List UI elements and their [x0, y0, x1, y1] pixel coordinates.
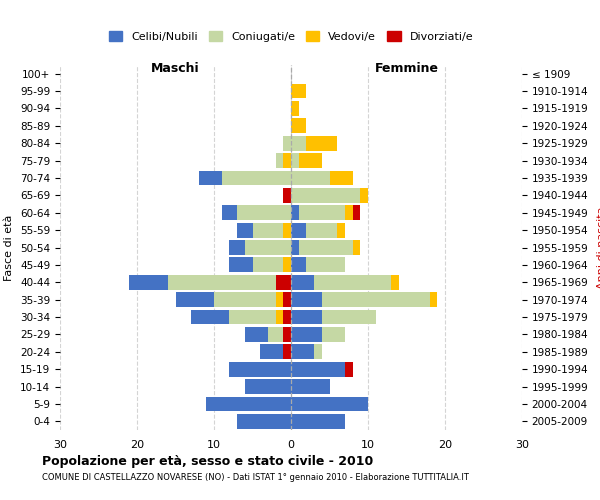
Bar	[245, 240, 291, 255]
Bar	[222, 170, 291, 186]
Bar	[237, 206, 291, 220]
Bar	[314, 275, 391, 289]
Bar	[253, 258, 283, 272]
Bar	[291, 275, 314, 289]
Bar	[275, 153, 283, 168]
Bar	[353, 206, 360, 220]
Bar	[168, 275, 275, 289]
Bar	[314, 344, 322, 359]
Text: Femmine: Femmine	[374, 62, 439, 74]
Bar	[291, 310, 322, 324]
Text: Maschi: Maschi	[151, 62, 200, 74]
Bar	[299, 240, 353, 255]
Y-axis label: Fasce di età: Fasce di età	[4, 214, 14, 280]
Bar	[322, 327, 345, 342]
Bar	[237, 414, 291, 428]
Legend: Celibi/Nubili, Coniugati/e, Vedovi/e, Divorziati/e: Celibi/Nubili, Coniugati/e, Vedovi/e, Di…	[104, 27, 478, 46]
Bar	[260, 344, 283, 359]
Bar	[307, 136, 337, 150]
Bar	[275, 275, 291, 289]
Bar	[229, 240, 245, 255]
Bar	[253, 222, 283, 238]
Bar	[283, 136, 291, 150]
Bar	[291, 344, 314, 359]
Bar	[291, 414, 345, 428]
Text: Popolazione per età, sesso e stato civile - 2010: Popolazione per età, sesso e stato civil…	[42, 455, 373, 468]
Bar	[291, 258, 307, 272]
Y-axis label: Anni di nascita: Anni di nascita	[597, 206, 600, 289]
Bar	[283, 310, 291, 324]
Bar	[283, 327, 291, 342]
Bar	[291, 379, 329, 394]
Bar	[291, 136, 307, 150]
Bar	[283, 292, 291, 307]
Bar	[283, 153, 291, 168]
Bar	[345, 206, 353, 220]
Bar	[283, 344, 291, 359]
Bar	[222, 206, 237, 220]
Bar	[275, 310, 283, 324]
Bar	[199, 170, 222, 186]
Bar	[245, 327, 268, 342]
Bar	[275, 292, 283, 307]
Bar	[291, 170, 329, 186]
Bar	[268, 327, 283, 342]
Bar	[322, 310, 376, 324]
Bar	[237, 222, 253, 238]
Bar	[353, 240, 360, 255]
Bar	[291, 327, 322, 342]
Bar	[291, 222, 307, 238]
Bar	[291, 153, 299, 168]
Bar	[307, 258, 345, 272]
Bar	[291, 84, 307, 98]
Bar	[391, 275, 399, 289]
Bar	[299, 153, 322, 168]
Bar	[283, 258, 291, 272]
Bar	[291, 101, 299, 116]
Bar	[322, 292, 430, 307]
Bar	[299, 206, 345, 220]
Bar	[130, 275, 168, 289]
Bar	[291, 188, 360, 202]
Bar	[229, 362, 291, 376]
Bar	[229, 310, 275, 324]
Bar	[283, 222, 291, 238]
Bar	[214, 292, 275, 307]
Bar	[329, 170, 353, 186]
Bar	[345, 362, 353, 376]
Bar	[360, 188, 368, 202]
Bar	[176, 292, 214, 307]
Bar	[291, 240, 299, 255]
Bar	[307, 222, 337, 238]
Bar	[291, 206, 299, 220]
Text: COMUNE DI CASTELLAZZO NOVARESE (NO) - Dati ISTAT 1° gennaio 2010 - Elaborazione : COMUNE DI CASTELLAZZO NOVARESE (NO) - Da…	[42, 472, 469, 482]
Bar	[291, 118, 307, 133]
Bar	[337, 222, 345, 238]
Bar	[229, 258, 253, 272]
Bar	[245, 379, 291, 394]
Bar	[283, 188, 291, 202]
Bar	[291, 362, 345, 376]
Bar	[291, 396, 368, 411]
Bar	[191, 310, 229, 324]
Bar	[206, 396, 291, 411]
Bar	[430, 292, 437, 307]
Bar	[291, 292, 322, 307]
